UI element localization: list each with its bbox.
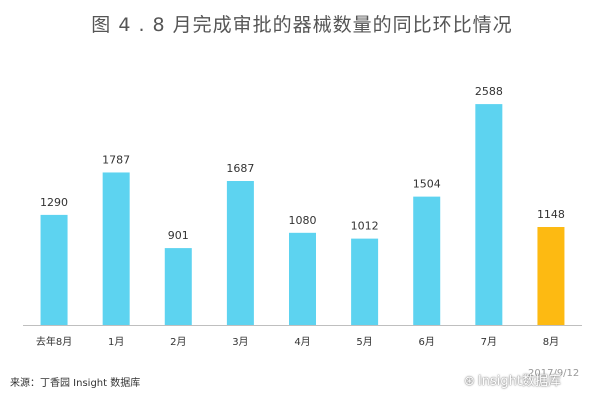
bar-5 [289,232,316,325]
bar-6 [351,238,379,325]
data-label-6: 1012 [351,220,379,233]
bar-3 [164,248,192,325]
data-label-4: 1687 [226,162,254,175]
bar-4 [226,181,254,325]
data-label-2: 1787 [102,153,130,166]
data-label-1: 1290 [40,196,68,209]
x-tick-label-5: 4月 [294,336,310,348]
x-tick-label-2: 1月 [108,336,124,348]
x-tick-label-7: 6月 [419,336,435,348]
data-label-7: 1504 [413,178,441,191]
bar-1 [40,214,68,325]
bar-2 [102,172,130,325]
x-tick-label-1: 去年8月 [36,335,72,348]
data-label-5: 1080 [289,214,317,227]
x-tick-label-6: 5月 [356,336,372,348]
chart-title: 图 4 . 8 月完成审批的器械数量的同比环比情况 [91,14,513,36]
x-tick-label-3: 2月 [170,336,186,348]
data-label-8: 2588 [475,85,503,98]
bar-9 [537,227,565,325]
source-note: 来源：丁香园 Insight 数据库 [10,378,141,389]
watermark-text: Insight数据库 [477,374,561,389]
x-tick-label-9: 8月 [543,336,559,348]
x-tick-label-4: 3月 [232,336,248,348]
watermark: ⊛ Insight数据库 [464,370,561,389]
data-label-3: 901 [168,229,189,242]
x-tick-label-8: 7月 [481,336,497,348]
bar-8 [475,104,503,326]
bar-7 [413,196,441,325]
data-label-9: 1148 [537,208,565,221]
wechat-icon: ⊛ [464,374,475,389]
date-stamp: 2017/9/12 [528,368,580,379]
